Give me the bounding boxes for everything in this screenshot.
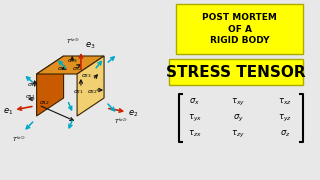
Text: $T^{(e_2)}$: $T^{(e_2)}$ (115, 117, 128, 126)
Text: $e_3$: $e_3$ (85, 41, 95, 51)
Text: $\sigma_{32}$: $\sigma_{32}$ (73, 65, 84, 73)
Text: $\sigma_{31}$: $\sigma_{31}$ (57, 65, 68, 73)
Text: POST MORTEM
OF A
RIGID BODY: POST MORTEM OF A RIGID BODY (203, 13, 277, 45)
Text: $\sigma_{13}$: $\sigma_{13}$ (27, 81, 38, 89)
FancyBboxPatch shape (169, 59, 303, 85)
Text: $\sigma_z$: $\sigma_z$ (280, 129, 291, 139)
Text: $T^{(e_1)}$: $T^{(e_1)}$ (12, 135, 26, 144)
Text: $\sigma_{11}$: $\sigma_{11}$ (25, 93, 36, 101)
Text: $\tau_{xy}$: $\tau_{xy}$ (231, 96, 245, 108)
Text: STRESS TENSOR: STRESS TENSOR (166, 64, 306, 80)
Text: $\sigma_{12}$: $\sigma_{12}$ (39, 99, 50, 107)
Text: $\sigma_y$: $\sigma_y$ (233, 112, 244, 123)
Text: $\sigma_{22}$: $\sigma_{22}$ (87, 88, 98, 96)
Text: $\sigma_x$: $\sigma_x$ (189, 97, 200, 107)
Polygon shape (36, 56, 64, 116)
Text: $\sigma_{21}$: $\sigma_{21}$ (74, 88, 84, 96)
Text: $T^{(e_3)}$: $T^{(e_3)}$ (66, 37, 80, 46)
Text: $\tau_{zy}$: $\tau_{zy}$ (231, 129, 245, 140)
FancyBboxPatch shape (176, 4, 303, 54)
Polygon shape (36, 56, 104, 74)
Text: $e_2$: $e_2$ (128, 109, 138, 119)
Text: $\tau_{xz}$: $\tau_{xz}$ (278, 97, 292, 107)
Text: $\tau_{zx}$: $\tau_{zx}$ (188, 129, 202, 139)
Text: $\sigma_{33}$: $\sigma_{33}$ (67, 57, 78, 65)
Text: $\tau_{yz}$: $\tau_{yz}$ (278, 112, 292, 123)
Polygon shape (77, 56, 104, 116)
Text: $e_1$: $e_1$ (3, 107, 13, 117)
Text: $\sigma_{23}$: $\sigma_{23}$ (81, 72, 92, 80)
Text: $\tau_{yx}$: $\tau_{yx}$ (188, 112, 202, 123)
